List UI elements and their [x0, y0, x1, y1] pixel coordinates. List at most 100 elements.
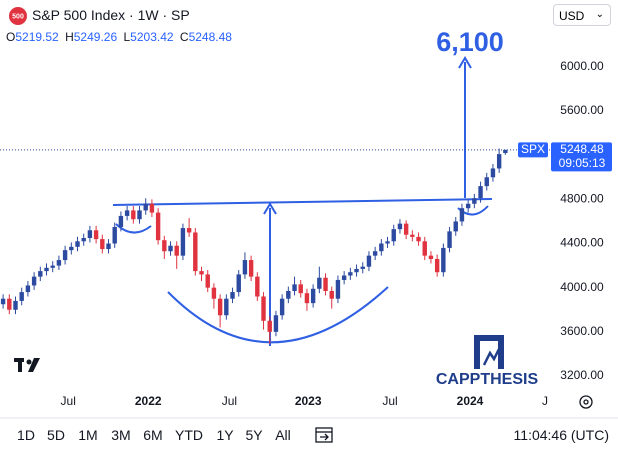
candle-body — [75, 241, 80, 247]
candle-body — [416, 236, 421, 242]
candle-body — [490, 168, 496, 178]
candle-body — [131, 210, 136, 220]
chart-title: S&P 500 Index · 1W · SP — [32, 7, 190, 23]
currency: USD — [559, 9, 585, 23]
candle-body — [124, 210, 130, 216]
y-tick-label: 4000.00 — [560, 280, 604, 294]
candle-body — [143, 203, 148, 211]
candle-body — [19, 292, 24, 301]
range-button[interactable]: 1D — [17, 427, 35, 443]
candle-body — [7, 298, 12, 310]
candle-body — [372, 251, 378, 256]
x-tick-label: Jul — [382, 394, 397, 408]
ohlc-legend: O5219.52 H5249.26 L5203.42 C5248.48 — [6, 30, 235, 44]
candle-body — [298, 284, 303, 294]
candle-body — [211, 287, 217, 299]
calendar-icon[interactable] — [315, 427, 333, 443]
y-tick-label: 6000.00 — [560, 59, 604, 73]
candle-body — [50, 265, 55, 268]
candle-body — [174, 245, 179, 256]
range-button[interactable]: 6M — [143, 427, 163, 443]
pattern-drawings — [112, 56, 493, 346]
candle-body — [484, 177, 489, 187]
candle-body — [434, 258, 440, 273]
annotation: 6,100 — [436, 27, 504, 57]
candle-body — [230, 292, 235, 299]
candle-body — [248, 260, 254, 277]
candle-body — [422, 241, 427, 256]
ohlc-key: H — [65, 30, 74, 44]
candle-body — [304, 293, 310, 304]
currency-select[interactable]: USD ⌄ — [553, 4, 611, 26]
symbol-tag — [518, 142, 548, 158]
candle-body — [410, 234, 415, 237]
range-button[interactable]: 5D — [47, 427, 65, 443]
candle-body — [224, 298, 229, 316]
candle-body — [472, 198, 477, 204]
candle-body — [503, 149, 508, 154]
candle-body — [317, 277, 322, 289]
candle-body — [81, 237, 86, 242]
ohlc-value: 5248.48 — [188, 30, 232, 44]
candle-body — [100, 239, 105, 250]
candle-body — [348, 272, 353, 276]
candle-body — [87, 230, 93, 238]
candle-body — [261, 296, 266, 321]
candle-body — [496, 154, 502, 169]
candle-body — [465, 203, 471, 209]
candle-body — [217, 298, 223, 316]
range-button[interactable]: All — [275, 427, 291, 443]
ohlc-value: 5203.42 — [130, 30, 174, 44]
x-tick-label: 2022 — [135, 394, 162, 408]
candle-body — [335, 279, 341, 299]
candle-body — [385, 241, 390, 244]
range-button[interactable]: YTD — [175, 427, 203, 443]
candle-body — [44, 267, 49, 272]
candle-body — [155, 212, 161, 241]
logo-badge — [9, 7, 27, 25]
clock: 11:04:46 (UTC) — [513, 427, 609, 443]
range-button[interactable]: 3M — [111, 427, 131, 443]
candle-body — [93, 230, 99, 240]
candle-body — [360, 266, 365, 269]
candle-body — [69, 246, 74, 251]
ohlc-key: C — [179, 30, 189, 44]
ohlc-value: 5219.52 — [15, 30, 59, 44]
candle-body — [366, 255, 372, 267]
candle-body — [379, 243, 384, 252]
candle-body — [255, 276, 260, 297]
x-tick-label: Jul — [61, 394, 76, 408]
candle-body — [286, 290, 291, 299]
range-button[interactable]: 1Y — [216, 427, 234, 443]
tv-logo — [14, 358, 40, 372]
candle-body — [137, 210, 142, 220]
range-button[interactable]: 5Y — [245, 427, 263, 443]
range-button[interactable]: 1M — [78, 427, 98, 443]
price-label: 5248.48 — [560, 142, 604, 156]
candle-body — [149, 203, 155, 213]
candle-body — [310, 288, 316, 304]
candle-body — [180, 228, 186, 256]
gear-icon[interactable] — [579, 395, 593, 409]
candle-body — [118, 215, 124, 227]
candle-body — [25, 285, 31, 293]
candle-body — [267, 320, 272, 332]
candle-body — [193, 232, 198, 272]
candles — [0, 148, 508, 344]
x-tick-label: 2024 — [457, 394, 484, 408]
ohlc-key: L — [123, 30, 131, 44]
x-tick-label: 2023 — [295, 394, 322, 408]
candle-body — [242, 260, 248, 275]
candle-body — [199, 271, 204, 275]
candle-body — [292, 284, 297, 291]
logo-text: 500 — [12, 13, 24, 20]
candle-body — [459, 208, 465, 222]
price-tag — [551, 142, 612, 172]
candle-body — [397, 223, 403, 230]
candle-body — [13, 300, 18, 310]
candle-body — [56, 260, 62, 266]
candle-body — [162, 240, 167, 252]
y-tick-label: 4800.00 — [560, 192, 604, 206]
candle-body — [354, 268, 359, 273]
